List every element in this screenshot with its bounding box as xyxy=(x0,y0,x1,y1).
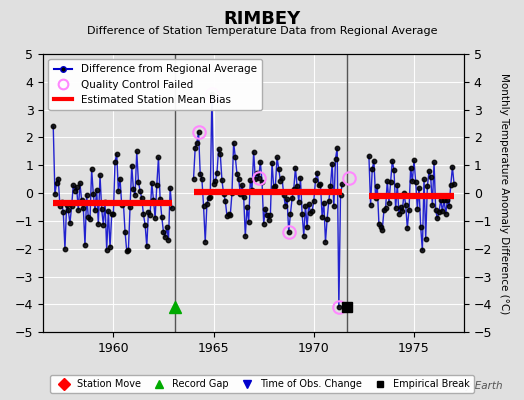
Legend: Difference from Regional Average, Quality Control Failed, Estimated Station Mean: Difference from Regional Average, Qualit… xyxy=(48,59,262,110)
Text: Berkeley Earth: Berkeley Earth xyxy=(427,381,503,391)
Text: Difference of Station Temperature Data from Regional Average: Difference of Station Temperature Data f… xyxy=(87,26,437,36)
Text: RIMBEY: RIMBEY xyxy=(223,10,301,28)
Y-axis label: Monthly Temperature Anomaly Difference (°C): Monthly Temperature Anomaly Difference (… xyxy=(499,72,509,314)
Legend: Station Move, Record Gap, Time of Obs. Change, Empirical Break: Station Move, Record Gap, Time of Obs. C… xyxy=(50,375,474,393)
